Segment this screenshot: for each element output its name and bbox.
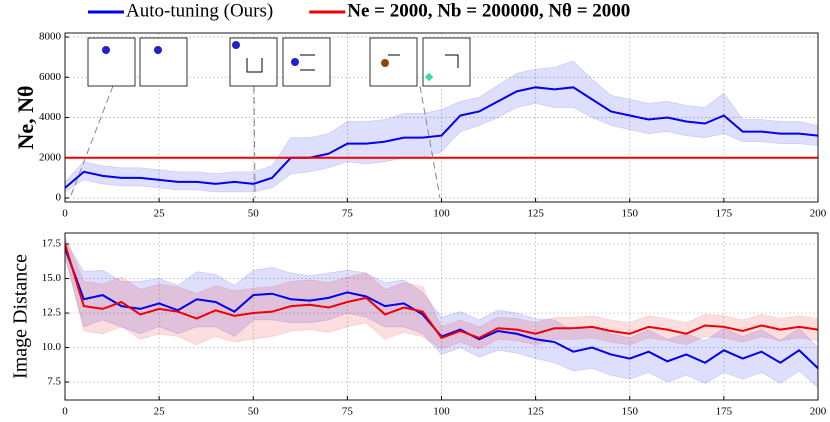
x-tick-label: 25 bbox=[154, 208, 166, 220]
inset-image bbox=[139, 37, 188, 87]
y-tick-label: 2000 bbox=[39, 151, 62, 163]
x-tick-label: 0 bbox=[62, 208, 68, 220]
y-tick-label: 10.0 bbox=[42, 341, 62, 353]
x-tick-label: 125 bbox=[527, 208, 544, 220]
inset-dot bbox=[381, 59, 389, 67]
legend-label: Ne = 2000, Nb = 200000, Nθ = 2000 bbox=[347, 0, 630, 21]
x-tick-label: 200 bbox=[810, 406, 827, 418]
inset-image bbox=[87, 37, 136, 87]
y-tick-label: 8000 bbox=[39, 31, 62, 43]
x-tick-label: 50 bbox=[248, 208, 260, 220]
x-tick-label: 100 bbox=[433, 208, 450, 220]
y-tick-label: 7.5 bbox=[47, 376, 61, 388]
inset-dot bbox=[154, 46, 162, 54]
inset-image bbox=[422, 37, 471, 87]
inset-dot bbox=[291, 58, 299, 66]
y-tick-label: 15.0 bbox=[42, 272, 62, 284]
x-tick-label: 150 bbox=[622, 208, 639, 220]
inset-shape bbox=[246, 58, 263, 73]
y-axis-label: Image Distance bbox=[10, 254, 32, 379]
plots: 0 25 50 75 100 125 150 175 20002000400060008000N… bbox=[10, 0, 827, 417]
x-tick-label: 75 bbox=[342, 208, 354, 220]
y-tick-label: 12.5 bbox=[42, 307, 62, 319]
x-tick-label: 0 bbox=[62, 406, 68, 418]
plot-area bbox=[65, 60, 818, 193]
inset-image bbox=[282, 37, 331, 87]
series-line bbox=[65, 243, 818, 340]
x-tick-label: 50 bbox=[248, 406, 260, 418]
x-tick-label: 75 bbox=[342, 406, 354, 418]
x-tick-label: 175 bbox=[716, 208, 733, 220]
inset-connector bbox=[253, 85, 256, 199]
x-tick-label: 200 bbox=[810, 208, 827, 220]
y-tick-label: 0 bbox=[56, 192, 62, 204]
y-tick-label: 6000 bbox=[39, 71, 62, 83]
inset-shape bbox=[300, 54, 315, 71]
legend-label: Auto-tuning (Ours) bbox=[126, 0, 273, 21]
confidence-band bbox=[65, 237, 818, 350]
inset-connector bbox=[419, 85, 441, 199]
y-tick-label: 17.5 bbox=[42, 238, 62, 250]
inset-image bbox=[369, 37, 418, 87]
inset-connector bbox=[69, 85, 114, 199]
confidence-band bbox=[65, 239, 818, 389]
plot-area bbox=[65, 237, 818, 389]
subplot: 0 25 50 75 100 125 150 175 20002000400060008000N… bbox=[13, 31, 827, 220]
x-tick-label: 125 bbox=[527, 406, 544, 418]
insets bbox=[69, 37, 471, 199]
inset-shape bbox=[445, 54, 459, 68]
plot-frame bbox=[64, 32, 819, 203]
inset-dot bbox=[424, 72, 434, 82]
inset-dot bbox=[232, 41, 240, 49]
plot-frame bbox=[64, 232, 819, 401]
subplot: 0 25 50 75 100 125 150 175 200 7.5 10.0 12.5 15.0 17.… bbox=[10, 232, 827, 418]
confidence-band bbox=[65, 60, 818, 193]
y-tick-label: 4000 bbox=[39, 111, 62, 123]
inset-dot bbox=[102, 46, 110, 54]
y-axis-label: Ne, Nθ bbox=[13, 85, 38, 149]
x-tick-label: 100 bbox=[433, 406, 450, 418]
x-tick-label: 175 bbox=[716, 406, 733, 418]
legend: Auto-tuning (Ours) Ne = 2000, Nb = 200000… bbox=[88, 0, 630, 21]
series-line bbox=[65, 86, 818, 189]
x-tick-label: 25 bbox=[154, 406, 166, 418]
x-tick-label: 150 bbox=[622, 406, 639, 418]
